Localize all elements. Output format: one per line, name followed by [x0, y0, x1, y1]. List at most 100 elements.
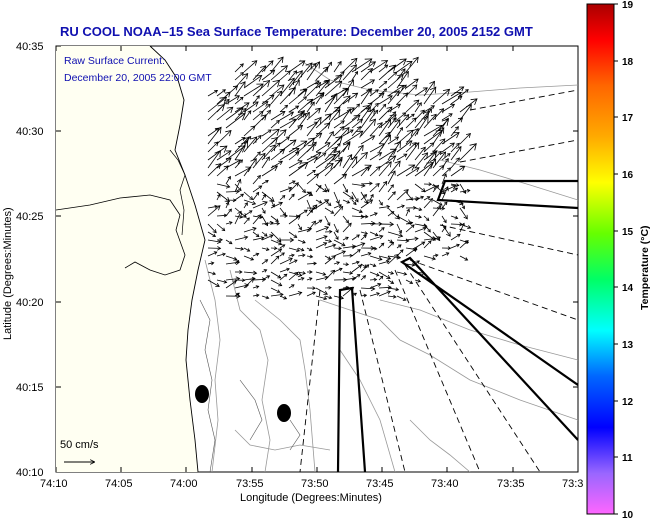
current-vector-head — [225, 129, 232, 137]
current-vector-head — [456, 145, 462, 152]
current-vector — [315, 183, 327, 193]
current-vector-head — [235, 159, 242, 165]
current-vector-head — [315, 107, 321, 114]
current-vector-head — [445, 252, 450, 256]
current-vector — [315, 199, 329, 209]
current-vector — [342, 199, 350, 204]
current-vector — [441, 223, 451, 237]
current-vector — [261, 165, 278, 177]
current-vector-head — [461, 222, 465, 227]
current-vector-head — [411, 263, 416, 267]
current-vector — [297, 209, 308, 217]
current-vectors — [207, 56, 478, 301]
current-vector — [369, 194, 374, 201]
current-vector-head — [251, 60, 258, 66]
current-vector — [207, 163, 221, 177]
current-vector-head — [376, 122, 383, 129]
current-vector-head — [312, 141, 317, 147]
current-vector-head — [249, 278, 255, 283]
current-vector — [351, 264, 362, 273]
current-vector — [288, 272, 299, 281]
current-vector — [441, 173, 447, 185]
current-vector — [396, 92, 408, 105]
current-vector-head — [325, 188, 330, 193]
current-vector — [252, 153, 266, 169]
current-vector — [441, 103, 455, 113]
current-vector-head — [357, 144, 364, 151]
current-vector-head — [343, 95, 351, 103]
current-vector — [351, 103, 360, 113]
current-vector — [423, 81, 435, 97]
current-vector — [324, 106, 341, 121]
current-vector-head — [467, 225, 472, 229]
current-vector — [432, 236, 441, 241]
current-vector-head — [307, 143, 316, 152]
current-vector — [423, 125, 443, 137]
current-vector-head — [382, 103, 387, 108]
current-vector — [306, 169, 316, 177]
current-vector — [225, 145, 246, 161]
current-vector-head — [252, 270, 258, 276]
current-vector-head — [378, 234, 384, 240]
current-vector-head — [396, 103, 401, 109]
current-vector-head — [280, 65, 288, 73]
current-vector-head — [316, 132, 323, 139]
current-vector-head — [360, 242, 366, 247]
current-vector-head — [278, 241, 283, 246]
current-vector — [261, 94, 275, 105]
current-vector-head — [413, 78, 419, 84]
current-vector-head — [216, 239, 222, 244]
current-vector — [396, 153, 408, 161]
current-vector — [405, 167, 420, 177]
current-vector-head — [398, 229, 402, 234]
current-vector-head — [335, 199, 340, 205]
current-vector-head — [366, 87, 372, 95]
current-vector-head — [345, 219, 349, 224]
current-vector — [315, 80, 330, 89]
current-vector — [360, 182, 373, 185]
current-vector-head — [365, 264, 370, 268]
current-vector-head — [212, 233, 217, 237]
current-vector — [432, 89, 450, 105]
current-vector — [423, 105, 435, 113]
current-vector-head — [257, 214, 262, 219]
current-vector — [270, 160, 283, 169]
current-vector-head — [396, 255, 402, 260]
current-vector-head — [384, 118, 392, 126]
current-vector-head — [289, 237, 295, 243]
current-vector-head — [239, 270, 243, 274]
current-vector — [234, 193, 244, 201]
current-vector-head — [447, 246, 452, 251]
current-vector — [333, 223, 339, 233]
current-vector-head — [403, 272, 408, 276]
current-vector-head — [336, 261, 341, 265]
current-vector — [225, 255, 237, 260]
current-vector — [306, 255, 313, 258]
current-vector — [270, 56, 284, 73]
current-vector-head — [444, 186, 449, 192]
current-vector-head — [441, 118, 449, 126]
current-vector-head — [466, 188, 471, 193]
land-mass — [56, 46, 205, 472]
current-vector — [270, 65, 288, 81]
colorbar-tick-label: 13 — [622, 340, 634, 351]
current-vector — [396, 244, 402, 249]
current-vector — [378, 260, 390, 265]
current-vector-head — [295, 105, 300, 110]
current-vector-head — [330, 210, 335, 214]
current-vector-head — [252, 101, 259, 107]
current-vector-head — [439, 138, 446, 145]
current-vector — [378, 206, 390, 209]
current-vector — [306, 277, 313, 281]
current-vector-head — [377, 282, 382, 287]
current-vector — [261, 180, 269, 185]
current-vector-head — [465, 103, 472, 111]
current-vector-head — [384, 134, 392, 142]
current-vector — [234, 140, 248, 161]
current-vector — [432, 138, 446, 153]
current-vector — [234, 179, 241, 193]
current-vector — [414, 279, 421, 282]
current-vector — [423, 215, 430, 221]
current-vector-head — [443, 173, 447, 178]
current-vector — [342, 108, 351, 121]
